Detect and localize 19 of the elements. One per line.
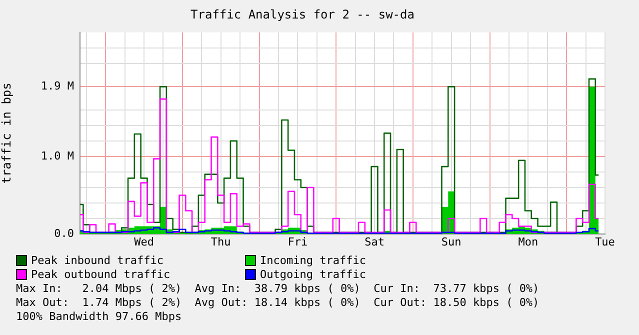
legend-label: Outgoing traffic — [260, 268, 366, 281]
x-tick-label: Sun — [441, 235, 462, 248]
y-tick-label: 0.0 — [54, 226, 74, 240]
text: 100% Bandwidth 97.66 Mbps — [16, 310, 183, 324]
y-axis-title: traffic in bps — [0, 82, 14, 184]
legend-label: Peak outbound traffic — [31, 268, 170, 281]
x-tick-label: Fri — [288, 235, 308, 248]
chart-title: Traffic Analysis for 2 -- sw-da — [190, 7, 414, 22]
text: Max Out: 1.74 Mbps ( 2%) Avg Out: 18.14 kbps ( 0%) Cur Out: 18.50 kbps ( 0%) — [16, 296, 540, 310]
y-tick-label: 1.0 M — [40, 149, 74, 162]
y-tick-label: 1.9 M — [40, 80, 74, 93]
text: Max In: 2.04 Mbps ( 2%) Avg In: 38.79 kbps ( 0%) Cur In: 73.77 kbps ( 0%) — [16, 282, 540, 296]
x-tick-label: Mon — [518, 235, 538, 248]
legend-label: Incoming traffic — [260, 254, 366, 267]
x-tick-label: Wed — [134, 235, 154, 248]
x-tick-label: Tue — [595, 235, 615, 248]
x-tick-label: Thu — [210, 235, 231, 248]
x-tick-label: Sat — [364, 235, 384, 248]
legend-label: Peak inbound traffic — [31, 254, 164, 267]
